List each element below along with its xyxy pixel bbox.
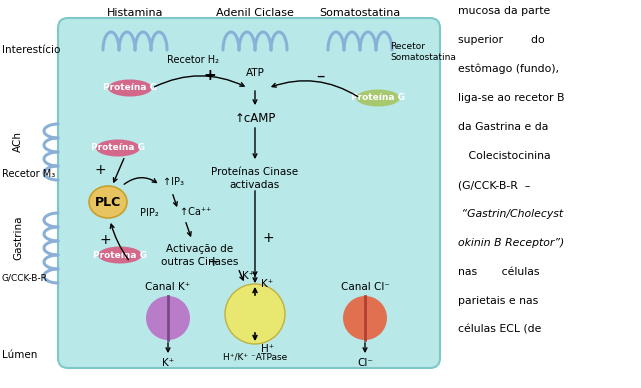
Text: estômago (fundo),: estômago (fundo), (458, 64, 559, 74)
Circle shape (146, 296, 190, 340)
Text: PIP₂: PIP₂ (140, 208, 159, 218)
Text: Recetor
Somatostatina: Recetor Somatostatina (390, 42, 456, 62)
Text: Proteína G: Proteína G (93, 251, 147, 260)
Text: +: + (94, 163, 106, 177)
Text: Lúmen: Lúmen (2, 350, 37, 360)
Text: Cl⁻: Cl⁻ (357, 358, 373, 368)
Circle shape (343, 296, 387, 340)
Text: Recetor H₂: Recetor H₂ (167, 55, 219, 65)
Text: ACh: ACh (13, 132, 23, 152)
Text: superior        do: superior do (458, 35, 545, 45)
Text: mucosa da parte: mucosa da parte (458, 6, 550, 16)
Text: +: + (204, 69, 217, 83)
Ellipse shape (98, 246, 142, 263)
Text: Proteína G: Proteína G (91, 144, 145, 152)
Text: Canal Cl⁻: Canal Cl⁻ (340, 282, 390, 292)
Text: Histamina: Histamina (107, 8, 163, 18)
Circle shape (225, 284, 285, 344)
Text: Canal K⁺: Canal K⁺ (146, 282, 190, 292)
Text: parietais e nas: parietais e nas (458, 296, 538, 306)
Text: +: + (262, 231, 274, 245)
Text: K⁺: K⁺ (162, 358, 174, 368)
Text: da Gastrina e da: da Gastrina e da (458, 122, 548, 132)
Text: K⁺: K⁺ (242, 271, 254, 281)
Text: ↑cAMP: ↑cAMP (235, 112, 276, 125)
FancyBboxPatch shape (58, 18, 440, 368)
Text: (G/CCK-B-R  –: (G/CCK-B-R – (458, 180, 530, 190)
Text: Proteína G: Proteína G (103, 83, 157, 92)
Text: Proteína G: Proteína G (351, 94, 405, 102)
Text: H⁺: H⁺ (261, 344, 274, 354)
Text: “Gastrin/Cholecyst: “Gastrin/Cholecyst (458, 209, 563, 219)
Text: Activação de
outras Cinases: Activação de outras Cinases (162, 244, 238, 267)
Ellipse shape (96, 140, 140, 156)
Text: PLC: PLC (95, 196, 121, 208)
Text: ↑IP₃: ↑IP₃ (163, 177, 184, 187)
Text: liga-se ao recetor B: liga-se ao recetor B (458, 93, 565, 103)
Text: ↑Ca⁺⁺: ↑Ca⁺⁺ (180, 207, 212, 217)
Ellipse shape (89, 186, 127, 218)
Text: Colecistocinina: Colecistocinina (458, 151, 551, 161)
Text: Recetor M₃: Recetor M₃ (2, 169, 55, 179)
Text: G/CCK-B-R: G/CCK-B-R (2, 274, 48, 282)
Text: Gastrina: Gastrina (13, 216, 23, 260)
Text: células ECL (de: células ECL (de (458, 325, 542, 335)
Text: Adenil Ciclase: Adenil Ciclase (216, 8, 294, 18)
Text: Somatostatina: Somatostatina (319, 8, 401, 18)
Text: Interestício: Interestício (2, 45, 60, 55)
Text: +: + (99, 233, 111, 247)
Text: K⁺: K⁺ (261, 279, 273, 289)
Ellipse shape (108, 80, 152, 97)
Text: ATP: ATP (246, 68, 265, 78)
Text: H⁺/K⁺ ⁻ATPase: H⁺/K⁺ ⁻ATPase (223, 352, 287, 361)
Text: Proteínas Cinase
activadas: Proteínas Cinase activadas (212, 167, 299, 190)
Text: +: + (207, 255, 219, 269)
Text: –: – (316, 67, 324, 85)
Ellipse shape (356, 90, 400, 106)
Text: nas       células: nas células (458, 267, 540, 277)
Text: okinin B Receptor”): okinin B Receptor”) (458, 238, 564, 248)
